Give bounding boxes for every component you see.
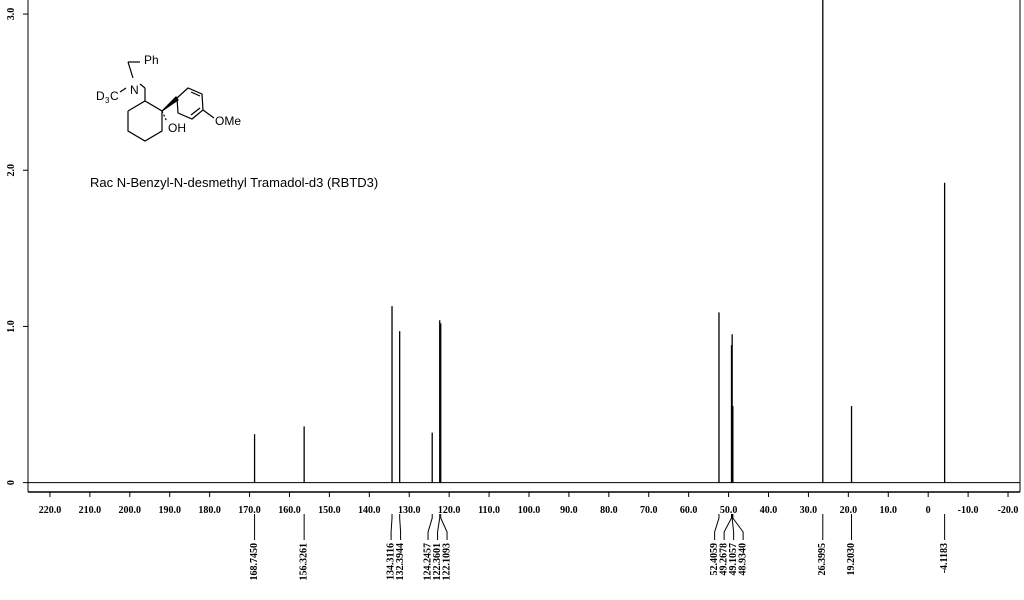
structure-label: 3 bbox=[105, 96, 110, 105]
y-tick-label: 3.0 bbox=[6, 8, 17, 21]
peaks bbox=[253, 0, 946, 483]
structure-label: C bbox=[110, 89, 119, 103]
y-tick-label: 2.0 bbox=[6, 164, 17, 177]
peak-label-leader bbox=[427, 514, 433, 540]
x-tick-label: 190.0 bbox=[158, 505, 181, 516]
structure-label: N bbox=[130, 83, 139, 97]
peak-label-leader bbox=[732, 514, 744, 540]
peak-label: 19.2030 bbox=[846, 543, 857, 576]
peak-label: 49.2678 bbox=[718, 543, 729, 576]
peak-label: 156.3261 bbox=[298, 543, 309, 581]
peak-label: 124.2457 bbox=[422, 543, 433, 581]
peak-label-leader bbox=[437, 514, 441, 540]
peak-label-leader bbox=[723, 514, 733, 540]
x-tick-label: 130.0 bbox=[398, 505, 421, 516]
peak-label: -4.1183 bbox=[939, 543, 950, 573]
chart-title: Rac N-Benzyl-N-desmethyl Tramadol-d3 (RB… bbox=[90, 175, 378, 190]
structure bbox=[119, 61, 215, 142]
x-tick-label: 10.0 bbox=[880, 505, 898, 516]
peak-label-leader bbox=[714, 514, 720, 540]
x-tick-label: 220.0 bbox=[39, 505, 62, 516]
peak-label: 52.4059 bbox=[709, 543, 720, 576]
y-tick-label: 1.0 bbox=[6, 320, 17, 333]
x-tick-label: 60.0 bbox=[680, 505, 698, 516]
peak-label: 134.3116 bbox=[385, 543, 396, 580]
x-tick-label: 180.0 bbox=[198, 505, 221, 516]
peak-label: 132.3944 bbox=[395, 543, 406, 581]
x-tick-label: 0 bbox=[926, 505, 931, 516]
y-tick-label: 0 bbox=[6, 480, 17, 485]
structure-label: OH bbox=[168, 121, 186, 135]
peak-label-leader bbox=[731, 514, 735, 540]
x-tick-label: 100.0 bbox=[518, 505, 541, 516]
structure-label: D bbox=[96, 89, 105, 103]
x-tick-label: 140.0 bbox=[358, 505, 381, 516]
structure-label: OMe bbox=[215, 114, 241, 128]
peak-label: 122.3601 bbox=[432, 543, 443, 581]
x-tick-label: 160.0 bbox=[278, 505, 301, 516]
peak-label: 26.3995 bbox=[817, 543, 828, 576]
x-tick-label: -20.0 bbox=[998, 505, 1019, 516]
structure-label: Ph bbox=[144, 53, 159, 67]
x-tick-label: 150.0 bbox=[318, 505, 341, 516]
x-tick-label: 200.0 bbox=[119, 505, 142, 516]
x-tick-label: -10.0 bbox=[958, 505, 979, 516]
x-tick-label: 20.0 bbox=[840, 505, 858, 516]
x-tick-label: 90.0 bbox=[560, 505, 578, 516]
x-tick-label: 80.0 bbox=[600, 505, 618, 516]
peak-label-leader bbox=[399, 514, 402, 540]
peak-label: 48.9340 bbox=[737, 543, 748, 576]
x-tick-label: 30.0 bbox=[800, 505, 818, 516]
peak-label: 122.1093 bbox=[441, 543, 452, 581]
x-tick-label: 210.0 bbox=[79, 505, 102, 516]
x-tick-label: 110.0 bbox=[478, 505, 500, 516]
peak-label: 168.7450 bbox=[249, 543, 260, 581]
x-tick-label: 120.0 bbox=[438, 505, 461, 516]
x-tick-label: 40.0 bbox=[760, 505, 778, 516]
x-tick-label: 70.0 bbox=[640, 505, 658, 516]
x-tick-label: 170.0 bbox=[238, 505, 261, 516]
peak-label: 49.1057 bbox=[728, 543, 739, 576]
peak-label-leader bbox=[440, 514, 448, 540]
x-tick-label: 50.0 bbox=[720, 505, 738, 516]
peak-label-leader bbox=[390, 514, 393, 540]
